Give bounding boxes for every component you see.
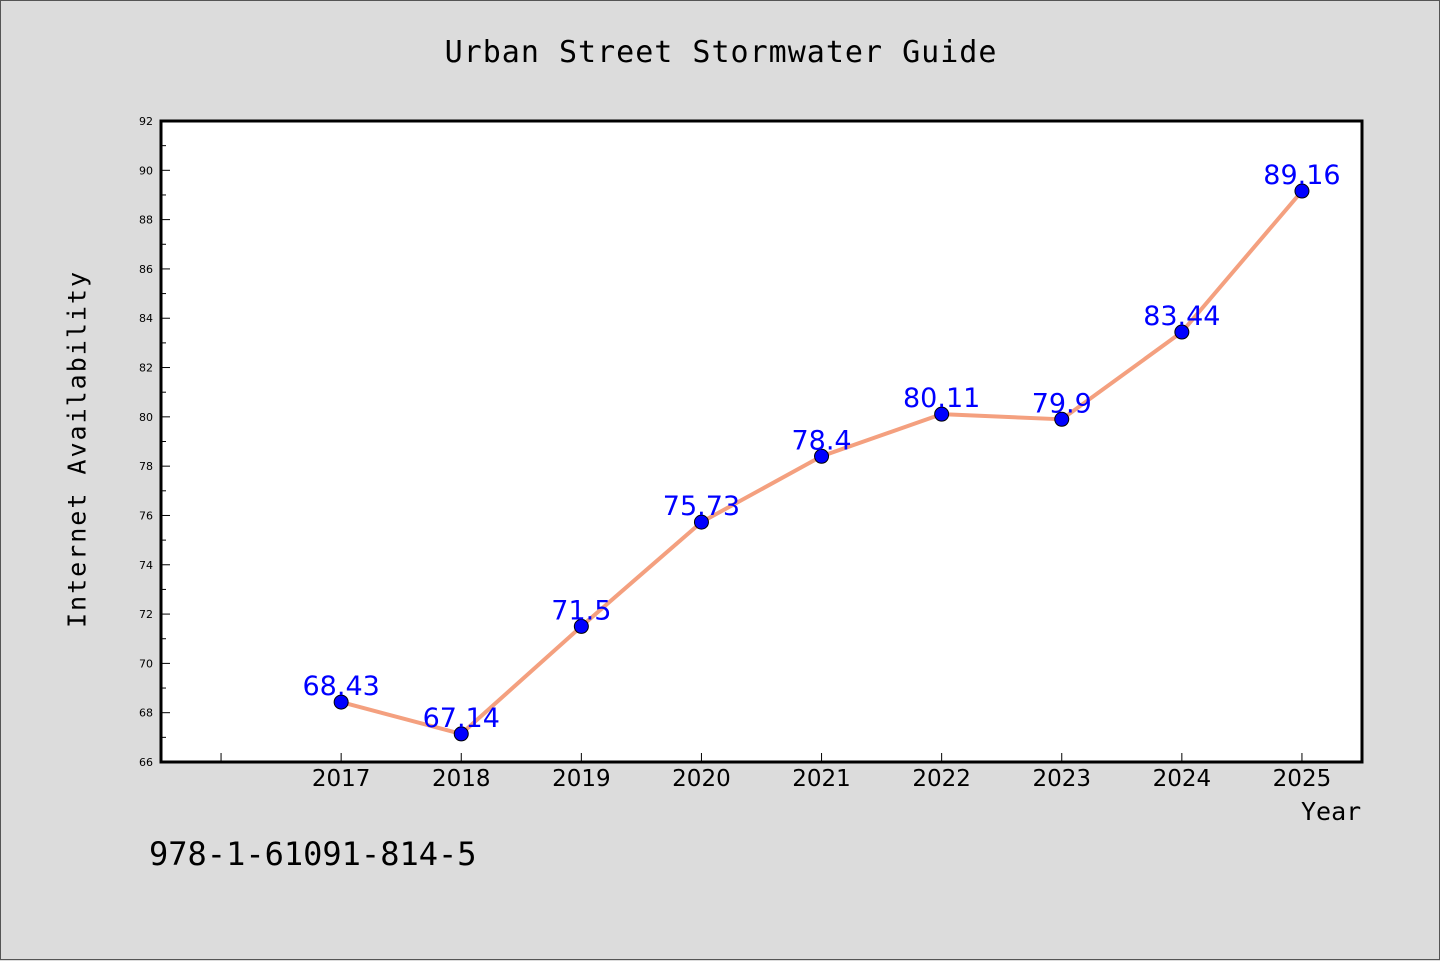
y-tick-label: 74 <box>139 559 153 572</box>
data-label: 80.11 <box>903 383 980 414</box>
y-tick-label: 84 <box>139 312 153 325</box>
x-axis-label: Year <box>1301 797 1362 826</box>
data-labels: 68.43 67.14 71.5 75.73 78.4 80.11 79.9 83.44 89.… <box>303 160 1341 734</box>
y-tick-label: 90 <box>139 164 153 177</box>
data-point <box>333 694 349 710</box>
data-label: 71.5 <box>551 595 611 626</box>
y-tick-label: 76 <box>139 509 153 522</box>
x-tick-label: 2024 <box>1153 766 1212 792</box>
y-tick-label: 88 <box>139 214 153 227</box>
x-tick-label: 2019 <box>552 766 611 792</box>
y-axis-ticks: 66 68 70 72 74 76 78 80 82 84 86 88 90 92 <box>139 115 170 769</box>
data-label: 67.14 <box>423 703 500 734</box>
data-point <box>1174 324 1190 340</box>
y-tick-label: 80 <box>139 411 153 424</box>
isbn-text: 978-1-61091-814-5 <box>149 835 477 873</box>
plot-area <box>159 119 1364 764</box>
data-label: 79.9 <box>1032 388 1092 419</box>
data-point <box>693 514 709 530</box>
data-point <box>1294 183 1310 199</box>
data-point <box>573 618 589 634</box>
x-tick-label: 2023 <box>1032 766 1091 792</box>
data-point <box>1054 411 1070 427</box>
x-tick-label: 2025 <box>1273 766 1332 792</box>
y-tick-label: 78 <box>139 460 153 473</box>
y-tick-label: 70 <box>139 657 153 670</box>
x-tick-label: 2018 <box>432 766 491 792</box>
y-tick-label: 86 <box>139 263 153 276</box>
data-label: 89.16 <box>1263 160 1340 191</box>
x-tick-label: 2021 <box>792 766 851 792</box>
data-label: 68.43 <box>303 671 380 702</box>
data-point <box>814 448 830 464</box>
data-label: 75.73 <box>663 491 740 522</box>
y-tick-label: 92 <box>139 115 153 128</box>
y-tick-label: 82 <box>139 362 153 375</box>
y-tick-label: 68 <box>139 707 153 720</box>
data-point <box>934 406 950 422</box>
data-point <box>453 726 469 742</box>
x-tick-label: 2020 <box>672 766 731 792</box>
x-axis-ticks: 2017 2018 2019 2020 2021 2022 2023 2024 2025 <box>220 753 1332 792</box>
chart-title: Urban Street Stormwater Guide <box>444 35 998 70</box>
x-tick-label: 2017 <box>312 766 371 792</box>
data-points <box>333 183 1310 742</box>
y-tick-label: 72 <box>139 608 153 621</box>
x-tick-label: 2022 <box>912 766 971 792</box>
y-tick-label: 66 <box>139 756 153 769</box>
data-label: 83.44 <box>1143 301 1220 332</box>
data-label: 78.4 <box>791 425 851 456</box>
